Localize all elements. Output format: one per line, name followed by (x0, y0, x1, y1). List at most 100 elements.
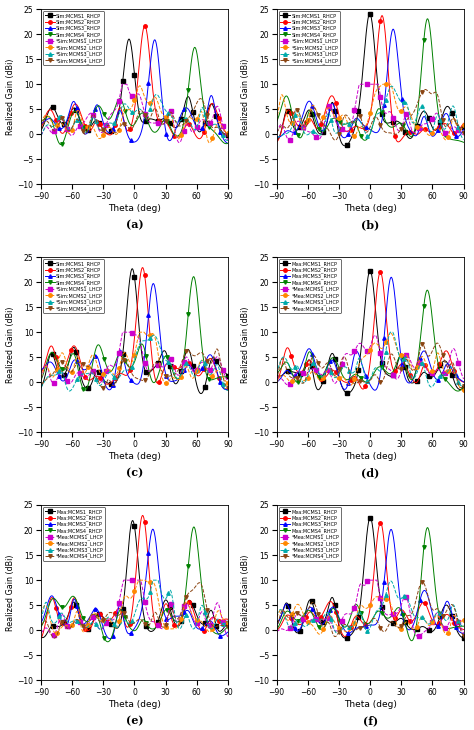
Mea:MCMS1_RHCP (367, 266, 373, 275)
Mea:MCMS4_RHCP (384, 368, 390, 377)
Text: (e): (e) (126, 715, 143, 726)
*Mea:MCMS2_LHCP (274, 378, 280, 387)
X-axis label: Theta (deg): Theta (deg) (108, 452, 161, 461)
Sim:MCMS3_RHCP (107, 385, 112, 394)
Mea:MCMS3_RHCP (444, 360, 450, 369)
Y-axis label: Realized Gain (dBi): Realized Gain (dBi) (6, 307, 15, 383)
*Sim:MCMS4_LHCP (87, 118, 93, 126)
Mea:MCMS4_RHCP (274, 369, 280, 377)
*Mea:MCMS1_LHCP (415, 632, 421, 641)
Line: *Sim:MCMS4_LHCP: *Sim:MCMS4_LHCP (275, 88, 465, 142)
Sim:MCMS2_RHCP (87, 376, 93, 385)
*Sim:MCMS4_LHCP (130, 123, 136, 132)
Legend: Mea:MCMS1_RHCP, Mea:MCMS2_RHCP, Mea:MCMS3_RHCP, Mea:MCMS4_RHCP, *Mea:MCMS1_LHCP,: Mea:MCMS1_RHCP, Mea:MCMS2_RHCP, Mea:MCMS… (279, 259, 341, 313)
Mea:MCMS4_RHCP (209, 625, 214, 634)
Sim:MCMS4_RHCP (192, 43, 198, 52)
*Mea:MCMS4_LHCP (148, 616, 154, 625)
Sim:MCMS2_RHCP (224, 385, 229, 393)
Mea:MCMS3_RHCP (225, 628, 231, 637)
Sim:MCMS1_RHCP (167, 118, 173, 127)
Mea:MCMS3_RHCP (315, 366, 320, 375)
Sim:MCMS4_RHCP (209, 375, 214, 384)
Mea:MCMS1_RHCP (38, 633, 44, 642)
*Sim:MCMS2_LHCP (167, 374, 173, 383)
*Sim:MCMS4_LHCP (198, 94, 203, 103)
Mea:MCMS3_RHCP (388, 273, 394, 282)
*Mea:MCMS2_LHCP (444, 630, 450, 639)
*Mea:MCMS2_LHCP (388, 328, 393, 337)
Sim:MCMS2_RHCP (384, 50, 390, 58)
*Sim:MCMS1_LHCP (79, 120, 85, 129)
Line: *Mea:MCMS2_LHCP: *Mea:MCMS2_LHCP (275, 331, 465, 392)
Sim:MCMS1_RHCP (38, 383, 44, 392)
*Mea:MCMS1_LHCP (87, 616, 93, 625)
*Mea:MCMS4_LHCP (461, 382, 466, 391)
Sim:MCMS2_RHCP (208, 354, 214, 363)
*Sim:MCMS4_LHCP (38, 125, 44, 134)
*Mea:MCMS3_LHCP (209, 624, 214, 633)
Line: *Mea:MCMS2_LHCP: *Mea:MCMS2_LHCP (39, 578, 230, 635)
*Mea:MCMS4_LHCP (332, 632, 338, 641)
*Sim:MCMS2_LHCP (130, 356, 136, 364)
Mea:MCMS3_RHCP (384, 550, 390, 559)
*Mea:MCMS2_LHCP (323, 618, 328, 627)
Line: Sim:MCMS2_RHCP: Sim:MCMS2_RHCP (39, 266, 230, 391)
Mea:MCMS3_RHCP (107, 634, 113, 643)
Mea:MCMS1_RHCP (88, 621, 93, 630)
*Sim:MCMS4_LHCP (315, 110, 320, 118)
Mea:MCMS4_RHCP (461, 622, 466, 631)
*Mea:MCMS2_LHCP (167, 625, 173, 634)
Sim:MCMS4_RHCP (225, 139, 231, 147)
*Mea:MCMS1_LHCP (365, 576, 371, 585)
Sim:MCMS2_RHCP (274, 137, 280, 146)
Sim:MCMS1_RHCP (209, 356, 214, 364)
Mea:MCMS2_RHCP (366, 367, 372, 376)
Mea:MCMS2_RHCP (384, 572, 390, 580)
*Mea:MCMS1_LHCP (38, 629, 44, 637)
Line: *Mea:MCMS3_LHCP: *Mea:MCMS3_LHCP (39, 578, 230, 631)
*Sim:MCMS4_LHCP (332, 136, 338, 145)
Sim:MCMS4_RHCP (148, 375, 154, 384)
Line: *Mea:MCMS1_LHCP: *Mea:MCMS1_LHCP (39, 578, 230, 639)
Line: Mea:MCMS3_RHCP: Mea:MCMS3_RHCP (275, 528, 465, 636)
*Sim:MCMS3_LHCP (154, 90, 159, 99)
*Sim:MCMS4_LHCP (274, 128, 280, 137)
*Mea:MCMS4_LHCP (384, 624, 390, 633)
*Sim:MCMS2_LHCP (225, 128, 231, 137)
Line: *Sim:MCMS2_LHCP: *Sim:MCMS2_LHCP (39, 84, 230, 145)
Mea:MCMS4_RHCP (402, 360, 408, 369)
Mea:MCMS2_RHCP (315, 614, 320, 623)
*Mea:MCMS3_LHCP (167, 585, 173, 594)
*Sim:MCMS1_LHCP (38, 131, 44, 139)
*Mea:MCMS2_LHCP (374, 592, 380, 601)
Sim:MCMS4_RHCP (88, 121, 93, 130)
Line: *Mea:MCMS1_LHCP: *Mea:MCMS1_LHCP (275, 334, 465, 386)
Sim:MCMS3_RHCP (130, 378, 136, 387)
Mea:MCMS2_RHCP (315, 371, 320, 380)
Legend: Mea:MCMS1_RHCP, Mea:MCMS2_RHCP, Mea:MCMS3_RHCP, Mea:MCMS4_RHCP, *Mea:MCMS1_LHCP,: Mea:MCMS1_RHCP, Mea:MCMS2_RHCP, Mea:MCMS… (279, 507, 341, 561)
Sim:MCMS4_RHCP (191, 272, 197, 281)
Sim:MCMS3_RHCP (444, 110, 450, 118)
Sim:MCMS1_RHCP (129, 264, 135, 273)
X-axis label: Theta (deg): Theta (deg) (108, 204, 161, 213)
Sim:MCMS1_RHCP (323, 123, 328, 131)
Mea:MCMS2_RHCP (148, 593, 154, 602)
Mea:MCMS4_RHCP (105, 637, 110, 646)
Legend: Sim:MCMS1_RHCP, Sim:MCMS2_RHCP, Sim:MCMS3_RHCP, Sim:MCMS4_RHCP, *Sim:MCMS1_LHCP,: Sim:MCMS1_RHCP, Sim:MCMS2_RHCP, Sim:MCMS… (44, 12, 104, 65)
*Mea:MCMS4_LHCP (88, 612, 93, 621)
Sim:MCMS4_RHCP (365, 133, 371, 142)
Sim:MCMS2_RHCP (225, 132, 231, 141)
Text: (d): (d) (361, 467, 379, 478)
*Sim:MCMS4_LHCP (167, 109, 173, 118)
Mea:MCMS2_RHCP (274, 377, 280, 385)
Sim:MCMS4_RHCP (444, 132, 449, 141)
Text: (c): (c) (126, 467, 143, 478)
Sim:MCMS3_RHCP (225, 139, 231, 148)
Sim:MCMS1_RHCP (130, 58, 136, 66)
*Mea:MCMS4_LHCP (315, 357, 320, 366)
*Mea:MCMS4_LHCP (402, 613, 408, 622)
Mea:MCMS4_RHCP (191, 523, 197, 531)
Line: Mea:MCMS2_RHCP: Mea:MCMS2_RHCP (39, 514, 230, 640)
Line: Mea:MCMS2_RHCP: Mea:MCMS2_RHCP (275, 520, 465, 638)
Sim:MCMS3_RHCP (384, 72, 390, 80)
